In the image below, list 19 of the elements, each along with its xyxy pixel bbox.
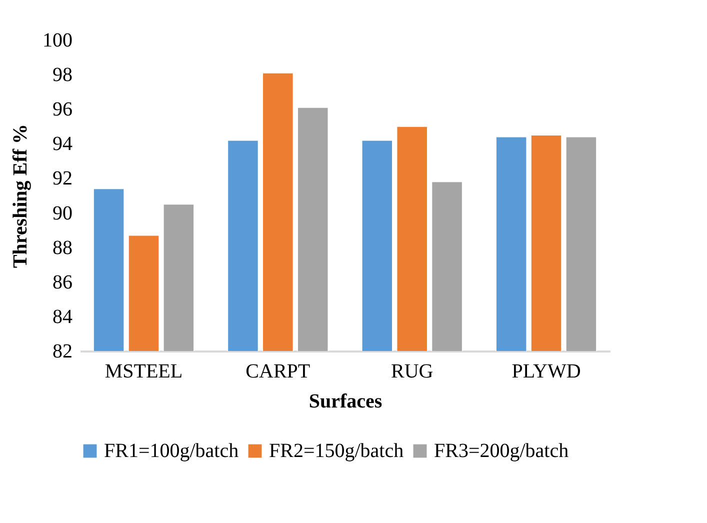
x-tick-label: CARPT bbox=[246, 360, 310, 382]
legend-label: FR3=200g/batch bbox=[434, 440, 569, 462]
legend-label: FR2=150g/batch bbox=[269, 440, 404, 462]
y-tick-label: 98 bbox=[52, 64, 72, 86]
y-axis-title: Threshing Eff % bbox=[10, 124, 32, 268]
y-tick-label: 92 bbox=[52, 168, 72, 190]
y-tick-label: 94 bbox=[52, 133, 72, 156]
legend-label: FR1=100g/batch bbox=[104, 440, 239, 462]
x-tick-label: MSTEEL bbox=[104, 360, 183, 382]
y-tick-label: 86 bbox=[52, 271, 72, 294]
y-tick-label: 88 bbox=[52, 236, 72, 259]
y-tick-label: 100 bbox=[42, 30, 72, 52]
x-axis-title: Surfaces bbox=[308, 390, 382, 412]
y-tick-label: 96 bbox=[52, 98, 72, 121]
x-tick-label: RUG bbox=[390, 360, 434, 382]
y-tick-label: 82 bbox=[52, 340, 72, 362]
x-tick-label: PLYWD bbox=[512, 360, 581, 382]
y-tick-label: 84 bbox=[52, 306, 72, 328]
y-tick-label: 90 bbox=[52, 202, 72, 224]
